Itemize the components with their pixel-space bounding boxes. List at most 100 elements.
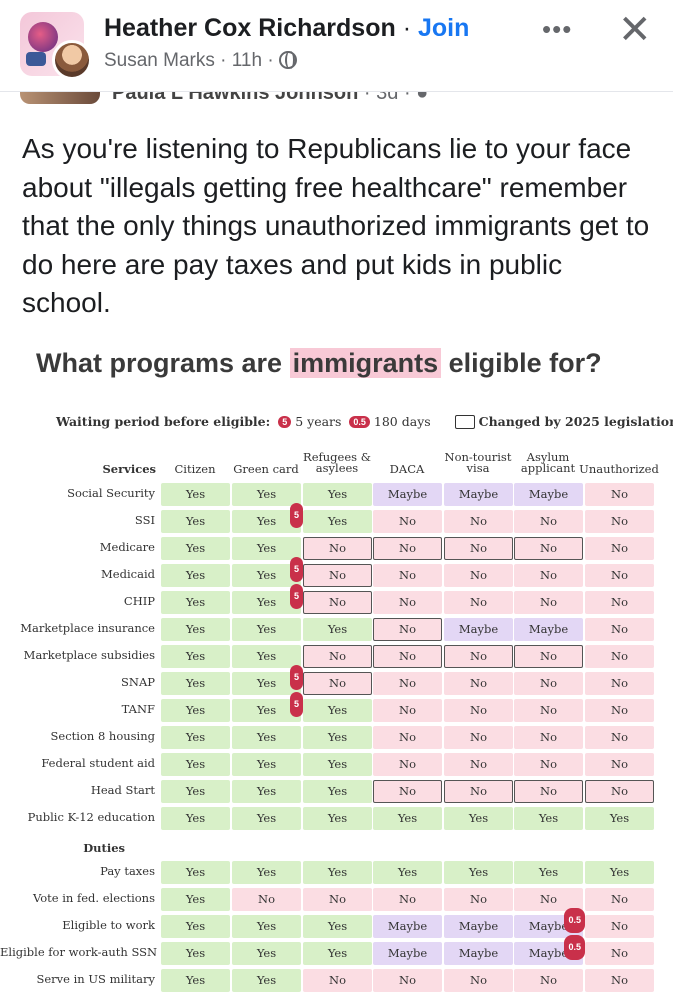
table-cell: No [514, 672, 583, 695]
table-cell: Yes [161, 969, 230, 992]
table-cell: No [585, 483, 654, 506]
table-cell: Yes 5 [232, 584, 303, 614]
row-label: Eligible to work [62, 918, 155, 932]
table-cell: No [585, 564, 654, 587]
table-cell: Yes [232, 942, 301, 965]
waiting-period-badge: 5 [289, 665, 303, 690]
table-cell: No [444, 564, 513, 587]
waiting-period-badge: 0.5 [564, 935, 585, 960]
table-cell: No [373, 591, 442, 614]
row-label: Social Security [67, 486, 155, 500]
column-header: Green card [233, 462, 299, 476]
table-cell: Yes [514, 861, 583, 884]
table-cell: Maybe [373, 942, 442, 965]
table-row: Medicaid Yes Yes 5 No No No No No [0, 557, 673, 587]
table-cell: Yes [373, 861, 442, 884]
post-time[interactable]: 11h [231, 50, 263, 71]
table-cell: Maybe [444, 915, 513, 938]
table-cell: No [585, 537, 654, 560]
table-cell: Yes [161, 537, 230, 560]
table-cell: Yes [373, 807, 442, 830]
column-header: DACA [389, 462, 425, 476]
row-label: Federal student aid [41, 756, 155, 770]
table-cell: Yes [303, 807, 372, 830]
infographic-legend: Waiting period before eligible: 5 5 year… [56, 414, 673, 429]
table-cell: No [373, 564, 442, 587]
row-label: Medicare [99, 540, 155, 554]
waiting-period-badge: 5 [289, 692, 303, 717]
table-row: Section 8 housing Yes Yes Yes No No No No [0, 725, 673, 749]
table-cell: Yes [303, 861, 372, 884]
row-label: Vote in fed. elections [33, 891, 155, 905]
table-row: SNAP Yes Yes 5 No No No No No [0, 665, 673, 695]
table-cell: No [373, 969, 442, 992]
table-cell: Yes [161, 564, 230, 587]
row-label: TANF [121, 702, 155, 716]
poster-name[interactable]: Susan Marks [104, 50, 215, 71]
table-cell: Yes [232, 807, 301, 830]
table-cell: Yes [161, 726, 230, 749]
table-cell: No [514, 969, 583, 992]
table-cell: No [585, 618, 654, 641]
row-label: Marketplace insurance [20, 621, 155, 635]
half-year-badge: 0.5 [349, 416, 370, 428]
table-cell: Maybe [514, 483, 583, 506]
table-cell: No [585, 672, 654, 695]
table-cell: No [373, 537, 442, 560]
table-cell: No [303, 645, 372, 668]
table-cell: Yes 5 [232, 665, 303, 695]
join-button[interactable]: Join [417, 14, 470, 42]
table-row: Federal student aid Yes Yes Yes No No No No [0, 752, 673, 776]
table-cell: Yes [303, 726, 372, 749]
table-cell: No [585, 969, 654, 992]
table-cell: No [303, 888, 372, 911]
table-cell: No [585, 510, 654, 533]
table-cell: No [373, 672, 442, 695]
waiting-period-badge: 5 [289, 503, 303, 528]
close-icon[interactable]: ✕ [618, 8, 652, 52]
table-cell: Yes [161, 915, 230, 938]
row-label: Section 8 housing [50, 729, 155, 743]
table-cell: No [444, 753, 513, 776]
table-cell: No [585, 780, 654, 803]
table-cell: No [373, 618, 442, 641]
table-row: Eligible for work-auth SSN Yes Yes Yes Maybe… [0, 935, 673, 965]
column-header: Citizen [174, 462, 216, 476]
group-name-link[interactable]: Heather Cox Richardson [104, 14, 396, 42]
table-cell: Yes [444, 861, 513, 884]
post-header: Heather Cox Richardson · Join Susan Mark… [0, 0, 673, 92]
table-cell: Yes [232, 861, 301, 884]
post-meta: Susan Marks · 11h · [104, 50, 297, 72]
table-cell: Yes [232, 726, 301, 749]
table-cell: Yes [161, 807, 230, 830]
table-cell: Yes [232, 969, 301, 992]
table-cell: Yes 5 [232, 503, 303, 533]
table-cell: No [585, 591, 654, 614]
table-cell: No [514, 699, 583, 722]
table-cell: No [514, 753, 583, 776]
table-row: Head Start Yes Yes Yes No No No No [0, 779, 673, 803]
table-cell: Yes [232, 753, 301, 776]
row-label: Marketplace subsidies [23, 648, 155, 662]
table-cell: No [444, 672, 513, 695]
poster-avatar[interactable] [52, 40, 92, 80]
table-row: Social Security Yes Yes Yes Maybe Maybe Maybe N… [0, 482, 673, 506]
table-cell: Yes 5 [232, 557, 303, 587]
table-cell: No [444, 510, 513, 533]
table-cell: Yes [161, 780, 230, 803]
table-cell: No [303, 672, 372, 695]
title-separator: · [402, 14, 412, 42]
table-cell: Yes [303, 510, 372, 533]
table-row: Public K-12 education Yes Yes Yes Yes Yes Yes Y… [0, 806, 673, 830]
table-cell: Yes [161, 753, 230, 776]
table-cell: No [444, 699, 513, 722]
more-options-icon[interactable]: ••• [542, 14, 573, 44]
table-cell: Yes [514, 807, 583, 830]
table-cell: Maybe [514, 618, 583, 641]
waiting-period-badge: 0.5 [564, 908, 585, 933]
table-cell: Yes [161, 510, 230, 533]
group-title: Heather Cox Richardson · Join [104, 14, 469, 43]
table-cell: No [514, 888, 583, 911]
infographic-title: What programs are immigrants eligible fo… [36, 348, 602, 378]
table-cell: No [514, 564, 583, 587]
